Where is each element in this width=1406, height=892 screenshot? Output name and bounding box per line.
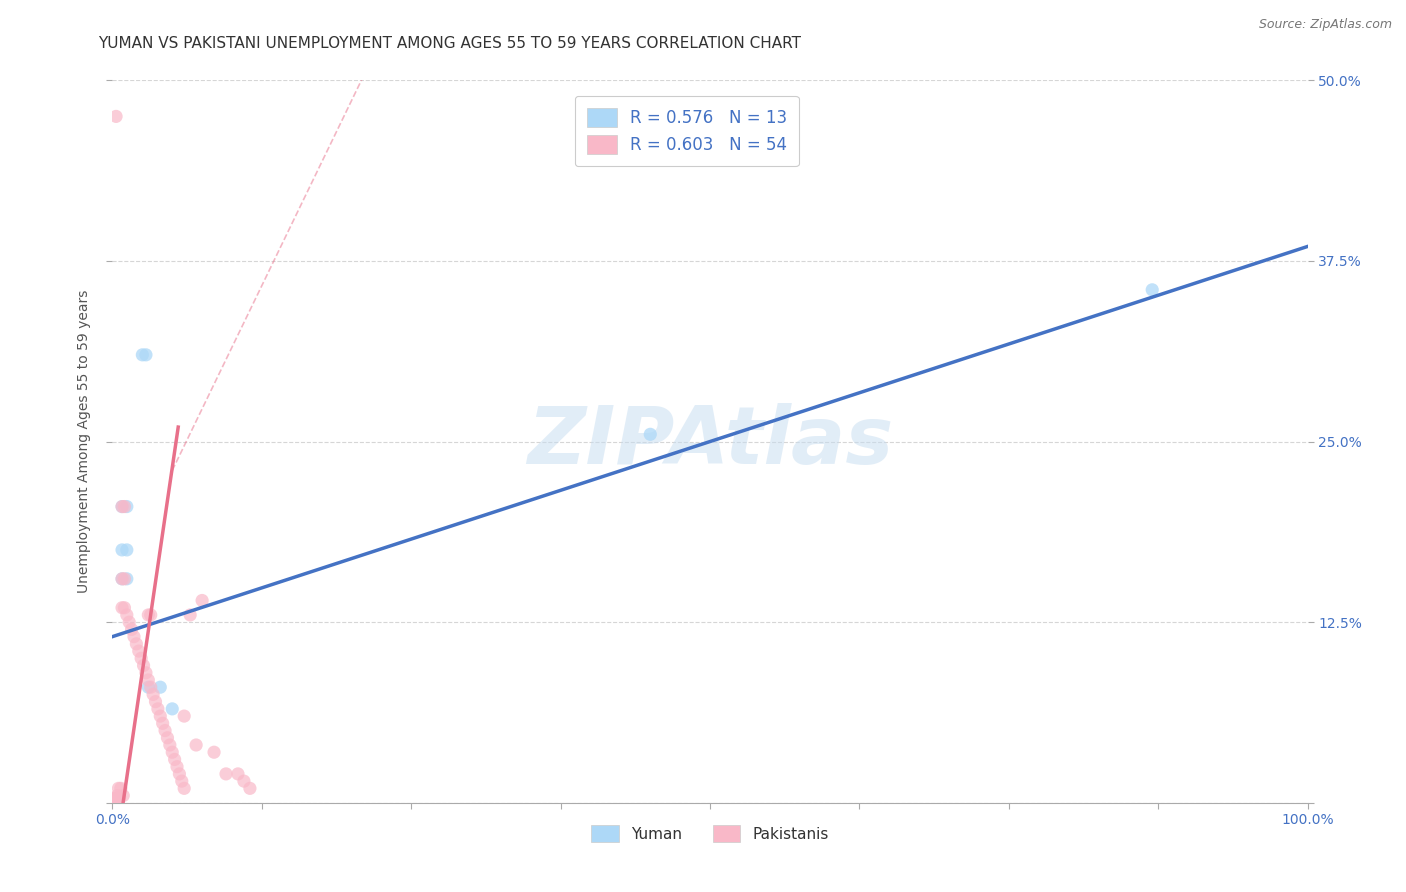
Point (149, 709, 172, 723)
Point (215, 767, 238, 781)
Point (135, 665, 157, 680)
Point (166, 760, 188, 774)
Point (115, 500, 138, 514)
Point (239, 781, 262, 796)
Point (128, 644, 150, 658)
Point (125, 637, 148, 651)
Point (103, 793, 125, 807)
Point (163, 752, 186, 766)
Point (110, 781, 132, 796)
Point (202, 745, 225, 759)
Point (129, 651, 152, 665)
Point (640, 427, 662, 442)
Point (131, 348, 153, 362)
Point (135, 348, 157, 362)
Point (142, 687, 165, 701)
Point (186, 738, 208, 752)
Point (103, 794, 125, 808)
Point (159, 738, 181, 752)
Y-axis label: Unemployment Among Ages 55 to 59 years: Unemployment Among Ages 55 to 59 years (77, 290, 91, 593)
Point (114, 572, 135, 586)
Point (112, 789, 135, 803)
Point (114, 500, 135, 514)
Point (233, 774, 256, 789)
Point (169, 767, 191, 781)
Point (138, 673, 160, 687)
Text: ZIPAtlas: ZIPAtlas (527, 402, 893, 481)
Point (121, 623, 143, 637)
Point (139, 607, 162, 622)
Point (105, 789, 128, 803)
Point (139, 680, 162, 694)
Point (115, 607, 138, 622)
Point (111, 572, 134, 586)
Text: Source: ZipAtlas.com: Source: ZipAtlas.com (1258, 18, 1392, 31)
Point (111, 542, 134, 557)
Point (111, 500, 134, 514)
Point (104, 793, 127, 807)
Point (170, 774, 193, 789)
Point (146, 702, 169, 716)
Point (173, 781, 195, 796)
Point (122, 630, 145, 644)
Point (132, 658, 155, 673)
Point (107, 781, 129, 796)
Point (111, 572, 134, 586)
Point (108, 790, 131, 805)
Point (162, 702, 183, 716)
Point (179, 607, 201, 622)
Point (173, 709, 195, 723)
Point (103, 791, 125, 805)
Point (152, 716, 174, 731)
Point (105, 791, 128, 805)
Text: YUMAN VS PAKISTANI UNEMPLOYMENT AMONG AGES 55 TO 59 YEARS CORRELATION CHART: YUMAN VS PAKISTANI UNEMPLOYMENT AMONG AG… (98, 36, 801, 51)
Point (226, 767, 249, 781)
Point (191, 593, 214, 607)
Point (138, 680, 160, 694)
Point (162, 745, 183, 759)
Point (145, 695, 167, 709)
Point (115, 542, 138, 557)
Point (111, 500, 134, 514)
Point (1142, 283, 1164, 297)
Point (118, 615, 141, 630)
Legend: Yuman, Pakistanis: Yuman, Pakistanis (581, 814, 839, 853)
Point (153, 723, 176, 738)
Point (149, 680, 172, 694)
Point (103, 794, 125, 808)
Point (114, 600, 135, 615)
Point (105, 110, 128, 124)
Point (111, 600, 134, 615)
Point (156, 731, 179, 745)
Point (138, 607, 160, 622)
Point (115, 572, 138, 586)
